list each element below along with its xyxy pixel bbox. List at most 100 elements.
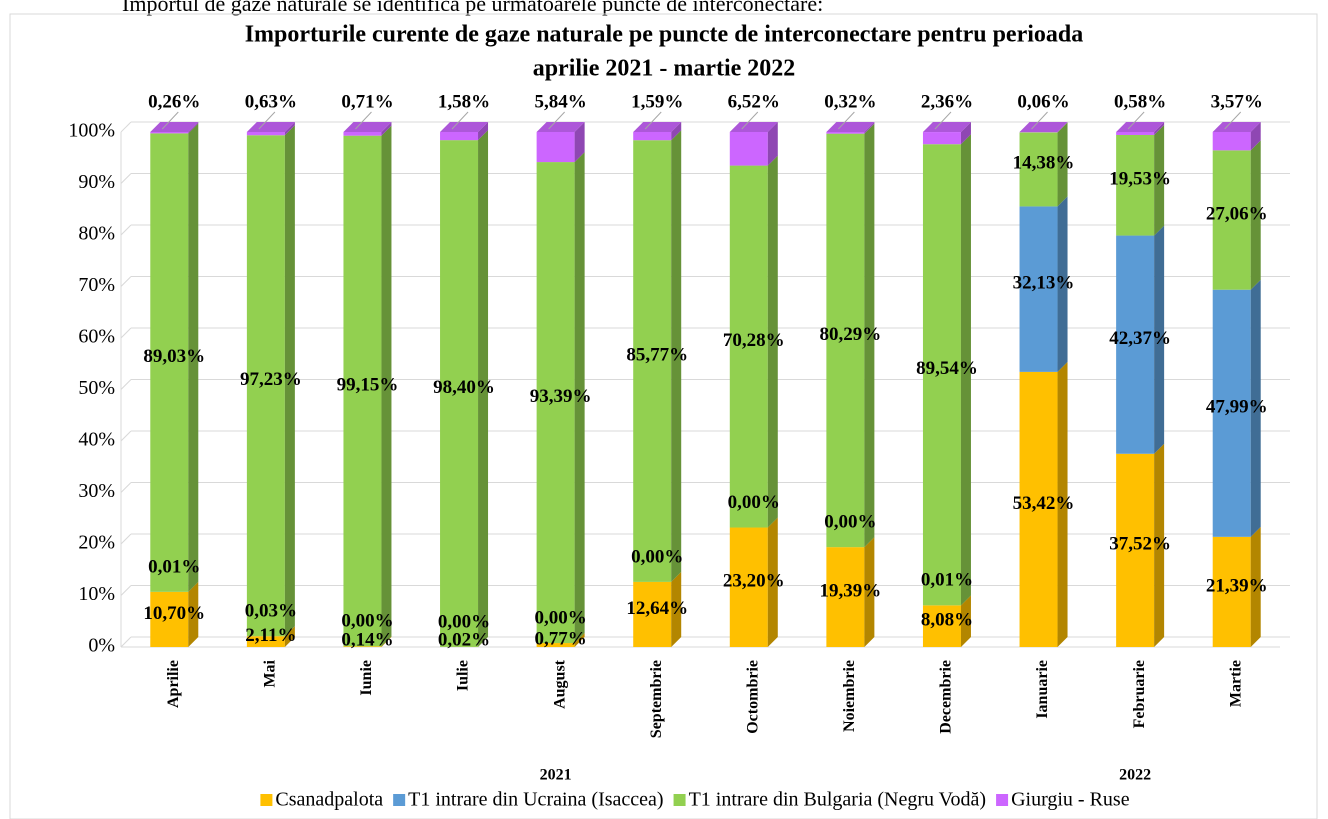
bar-top (826, 122, 875, 132)
bar-side (188, 123, 199, 592)
bar-side (574, 152, 585, 644)
bar (729, 165, 768, 528)
grid-line (120, 585, 132, 596)
leader-line (161, 111, 179, 130)
x-tick-label: Martie (1227, 660, 1244, 707)
data-label: 37,52% (1109, 534, 1171, 555)
legend-swatch (393, 794, 406, 806)
bar (922, 132, 961, 145)
bar-segment (440, 122, 489, 141)
bar-segment (826, 537, 875, 647)
bar-side (671, 122, 682, 141)
bar-top (1019, 122, 1068, 133)
data-label: 14,38% (1013, 153, 1075, 174)
bar (729, 132, 768, 166)
data-label: 2,36% (921, 91, 973, 112)
data-label: 2,11% (245, 625, 296, 646)
bar (633, 581, 672, 647)
bar-segment (246, 626, 295, 647)
bar-side (767, 155, 778, 528)
bar-side (381, 125, 392, 647)
bar-side (671, 571, 682, 647)
data-label: 32,13% (1013, 273, 1075, 294)
data-label: 23,20% (723, 571, 785, 592)
data-label: 19,39% (820, 580, 882, 601)
bar (1212, 289, 1251, 537)
bar-top (343, 122, 392, 132)
chart-title: aprilie 2021 - martie 2022 (533, 56, 796, 82)
bar-segment (150, 122, 199, 134)
bar (826, 133, 865, 548)
bar-side (1057, 196, 1068, 372)
y-tick-label: 60% (78, 326, 115, 348)
legend-label: T1 intrare din Ucraina (Isaccea) (408, 789, 663, 811)
bar (536, 643, 575, 647)
bar (826, 132, 865, 134)
bar-top (246, 122, 295, 132)
bar (1019, 371, 1058, 647)
data-label: 89,03% (143, 346, 205, 367)
bar (246, 135, 285, 636)
bar-segment (1019, 122, 1068, 133)
bar-segment (1212, 526, 1261, 647)
bar-segment (343, 122, 392, 136)
bar-side (767, 517, 778, 647)
bar-side (478, 130, 489, 647)
data-label: 0,00% (438, 611, 490, 632)
data-label: 27,06% (1206, 203, 1268, 224)
grid-line (120, 276, 132, 287)
bar-segment (1116, 124, 1165, 236)
bar (1116, 453, 1155, 647)
data-label: 0,26% (148, 91, 200, 112)
bar-side (284, 125, 295, 636)
data-label: 0,01% (148, 556, 200, 577)
bar (922, 605, 961, 647)
grid-line (120, 482, 132, 493)
data-label: 0,01% (921, 570, 973, 591)
bar-top (1116, 122, 1165, 132)
legend-label: Giurgiu - Ruse (1011, 789, 1130, 811)
bar-segment (536, 633, 585, 647)
leader-line (258, 111, 276, 130)
bar-side (1154, 443, 1165, 647)
x-tick-label: Mai (262, 659, 279, 687)
bar-segment (922, 595, 971, 647)
bar-side (574, 633, 585, 647)
x-tick-label: Iunie (358, 660, 375, 696)
year-label: 2021 (540, 767, 572, 784)
grid-line (120, 327, 132, 339)
grid-line (120, 430, 132, 442)
grid-line (120, 224, 132, 236)
grid-line (120, 379, 132, 390)
bar (1212, 536, 1251, 647)
bar-side (1250, 140, 1261, 290)
x-tick-label: Noiembrie (841, 660, 858, 732)
bar-segment (246, 122, 295, 136)
bar-side (284, 626, 295, 647)
bar-side (767, 122, 778, 166)
bar-segment (922, 595, 971, 606)
year-label: 2022 (1119, 767, 1151, 784)
bar (633, 132, 672, 141)
data-label: 53,42% (1013, 493, 1075, 514)
bar-segment (150, 581, 199, 647)
data-label: 3,57% (1211, 91, 1263, 112)
bar (440, 140, 479, 647)
bar-segment (1019, 122, 1068, 207)
bar (826, 547, 865, 647)
bar (150, 133, 189, 592)
bar (633, 140, 672, 582)
data-label: 47,99% (1206, 397, 1268, 418)
y-tick-label: 100% (68, 120, 115, 142)
bar-side (284, 122, 295, 136)
bar-side (864, 537, 875, 647)
bar-top (440, 122, 489, 132)
bar-segment (536, 122, 585, 163)
bar-side (864, 122, 875, 134)
y-tick-label: 0% (88, 635, 115, 657)
data-label: 0,77% (535, 628, 587, 649)
data-label: 5,84% (535, 91, 587, 112)
bar-segment (633, 130, 682, 582)
legend-label: Csanadpalota (275, 789, 383, 811)
